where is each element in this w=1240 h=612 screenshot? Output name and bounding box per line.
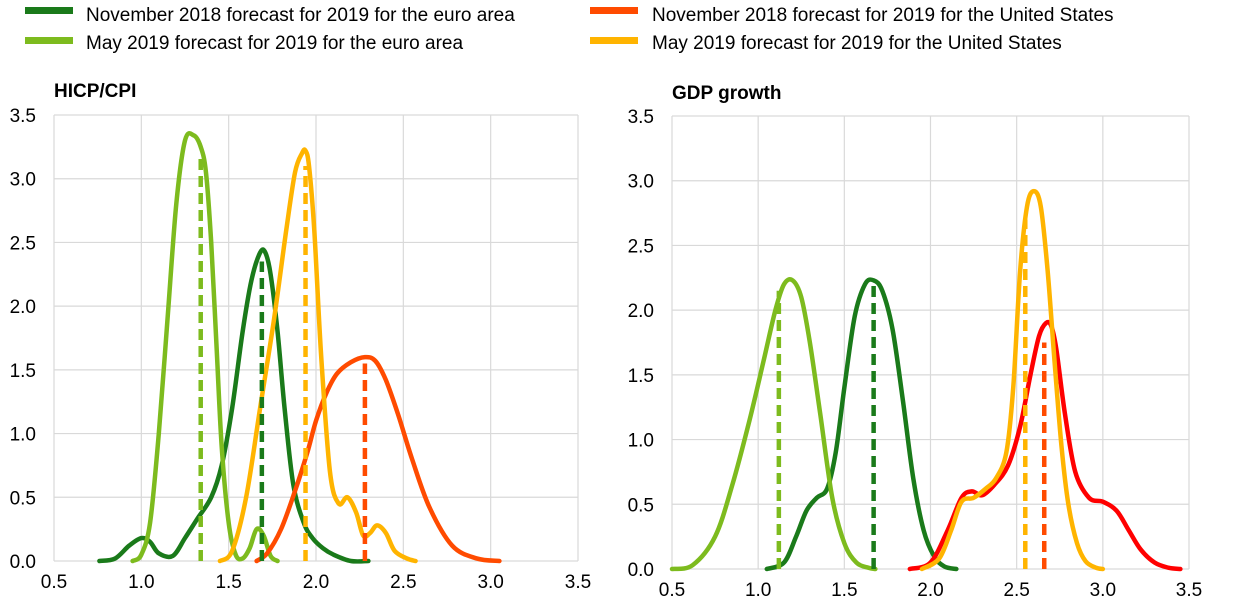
hicp-cpi-panel: 0.5 1.0 1.5 2.0 2.5 3.0 3.50.00.51.01.52.02.53… xyxy=(10,106,592,593)
gdp-series-may-2019-forecast-for-2019-for-the-euro-area xyxy=(669,277,878,572)
hicp-y-tick-label: 3.0 xyxy=(10,170,36,191)
gdp-x-tick-label: 2.5 xyxy=(1003,580,1029,601)
hicp-x-tick-label: 1.0 xyxy=(128,572,154,593)
hicp-y-tick-label: 2.0 xyxy=(10,297,36,318)
legend-label-may-euro: May 2019 forecast for 2019 for the euro … xyxy=(86,33,463,54)
hicp-x-tick-label: 1.5 xyxy=(215,572,241,593)
hicp-y-tick-label: 1.0 xyxy=(10,425,36,446)
legend: November 2018 forecast for 2019 for the … xyxy=(25,5,1114,54)
legend-swatch-nov-euro xyxy=(25,7,73,14)
gdp-x-tick-label: 0.5 xyxy=(659,580,685,601)
legend-label-may-us: May 2019 forecast for 2019 for the Unite… xyxy=(652,33,1062,54)
hicp-x-tick-label: 2.5 xyxy=(390,572,416,593)
gdp-series-november-2018-forecast-for-2019-for-the-united-states xyxy=(907,319,1183,572)
gdp-x-tick-label: 1.0 xyxy=(745,580,771,601)
legend-label-nov-us: November 2018 forecast for 2019 for the … xyxy=(652,5,1114,26)
gdp-x-tick-label: 3.5 xyxy=(1176,580,1202,601)
hicp-y-tick-label: 1.5 xyxy=(10,361,36,382)
gdp-series-november-2018-forecast-for-2019-for-the-euro-area xyxy=(764,277,959,572)
gdp-y-tick-label: 3.0 xyxy=(628,172,654,193)
gdp-x-tick-label: 3.0 xyxy=(1090,580,1116,601)
hicp-series-november-2018-forecast-for-2019-for-the-euro-area xyxy=(97,247,371,564)
hicp-y-tick-label: 0.5 xyxy=(10,488,36,509)
gdp-x-tick-label: 1.5 xyxy=(831,580,857,601)
hicp-series-may-2019-forecast-for-2019-for-the-euro-area xyxy=(130,131,280,564)
gdp-y-tick-label: 0.5 xyxy=(628,495,654,516)
hicp-y-tick-label: 2.5 xyxy=(10,233,36,254)
hicp-panel-title: HICP/CPI xyxy=(54,81,136,102)
legend-swatch-may-us xyxy=(590,37,638,44)
gdp-y-tick-label: 1.0 xyxy=(628,431,654,452)
gdp-x-tick-label: 2.0 xyxy=(917,580,943,601)
legend-label-nov-euro: November 2018 forecast for 2019 for the … xyxy=(86,5,515,26)
gdp-panel-title: GDP growth xyxy=(672,83,781,104)
hicp-y-tick-label: 0.0 xyxy=(10,552,36,573)
gdp-y-tick-label: 2.5 xyxy=(628,236,654,257)
gdp-y-tick-label: 0.0 xyxy=(628,560,654,581)
hicp-x-tick-label: 3.0 xyxy=(477,572,503,593)
hicp-x-tick-label: 0.5 xyxy=(41,572,67,593)
legend-swatch-may-euro xyxy=(25,37,73,44)
gdp-series-may-2019-forecast-for-2019-for-the-united-states xyxy=(919,188,1106,572)
hicp-x-tick-label: 3.5 xyxy=(565,572,591,593)
hicp-y-tick-label: 3.5 xyxy=(10,106,36,127)
gdp-y-tick-label: 3.5 xyxy=(628,107,654,128)
hicp-series-november-2018-forecast-for-2019-for-the-united-states xyxy=(254,354,502,564)
hicp-series-may-2019-forecast-for-2019-for-the-united-states xyxy=(217,147,418,564)
legend-swatch-nov-us xyxy=(590,7,638,14)
gdp-growth-panel: 0.5 1.0 1.5 2.0 2.5 3.0 3.50.00.51.01.52.02.53… xyxy=(628,107,1203,601)
hicp-x-tick-label: 2.0 xyxy=(303,572,329,593)
gdp-y-tick-label: 2.0 xyxy=(628,301,654,322)
gdp-y-tick-label: 1.5 xyxy=(628,366,654,387)
